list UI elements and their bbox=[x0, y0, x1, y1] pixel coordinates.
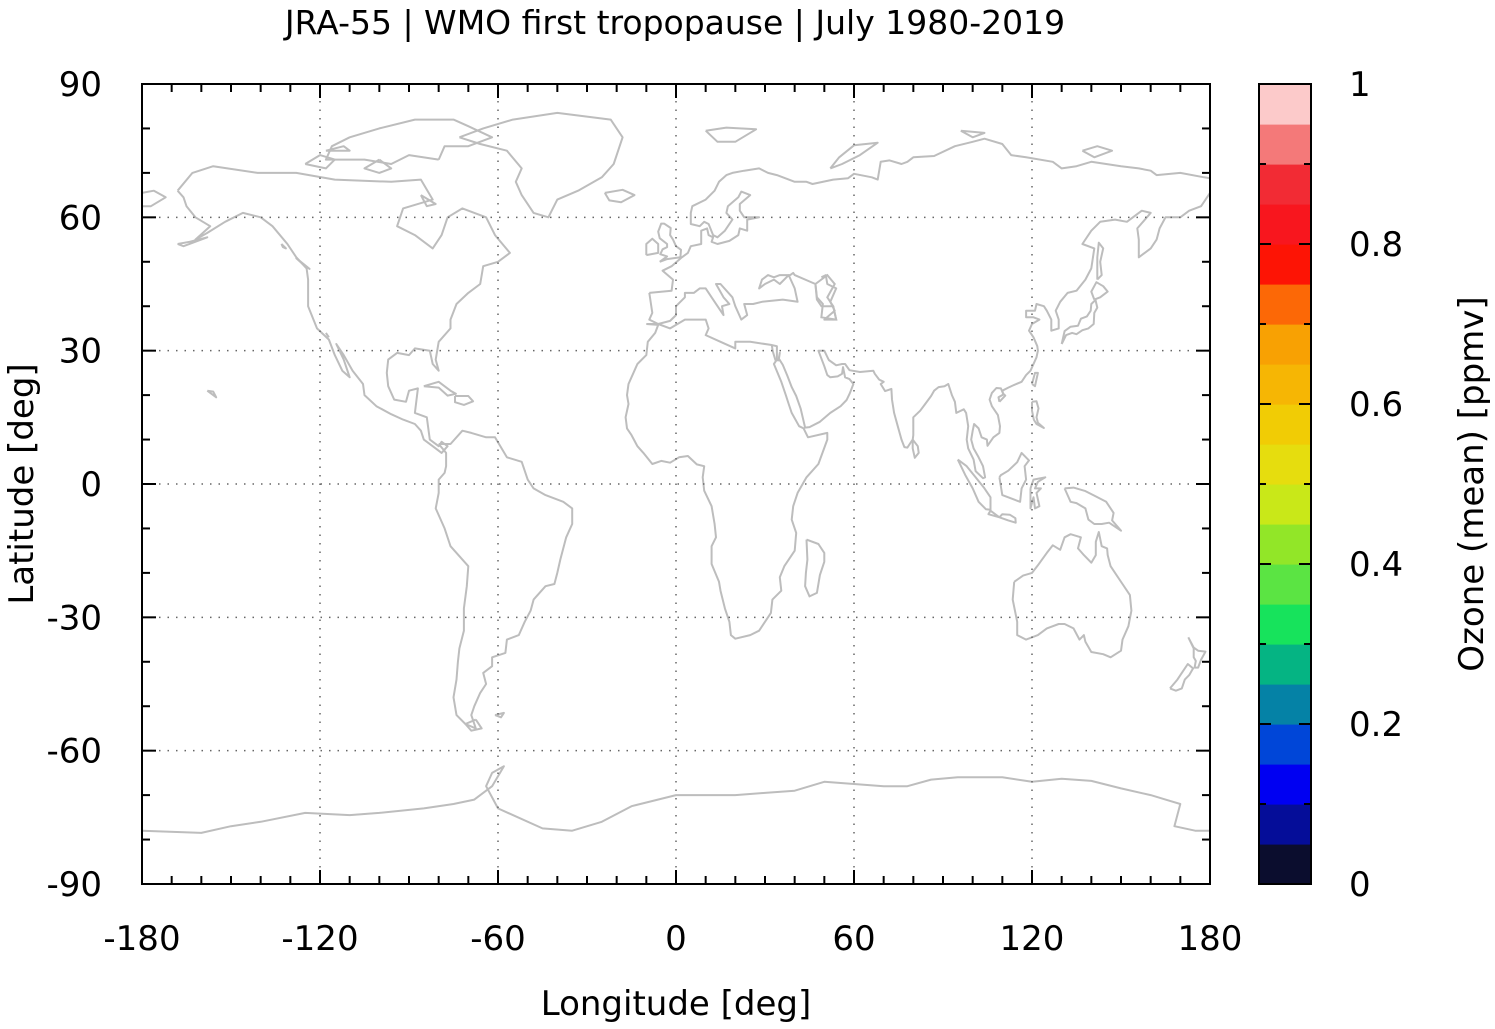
colorbar-tick-label: 0.2 bbox=[1349, 705, 1403, 745]
coastline-segment bbox=[434, 429, 574, 730]
x-tick-label: -180 bbox=[103, 919, 180, 959]
x-tick-label: -120 bbox=[281, 919, 358, 959]
colorbar-tick-label: 0.6 bbox=[1349, 385, 1403, 425]
coastline-segment bbox=[829, 141, 879, 170]
coastline-segment bbox=[911, 438, 920, 459]
colorbar-swatch bbox=[1259, 124, 1311, 165]
colorbar-ticks bbox=[1259, 83, 1311, 885]
coastline-segment bbox=[649, 137, 1211, 294]
colorbar-swatch bbox=[1259, 444, 1311, 485]
coastline-segment bbox=[363, 158, 393, 174]
coastline-segment bbox=[1031, 400, 1045, 429]
x-tick-label: 120 bbox=[1000, 919, 1065, 959]
coastline-segment bbox=[645, 237, 660, 257]
coastline-segment bbox=[624, 318, 829, 640]
coastline-segment bbox=[1063, 486, 1122, 532]
coastline-segment bbox=[1011, 531, 1133, 659]
grid-lines bbox=[142, 84, 1210, 884]
coastline-segment bbox=[141, 765, 1210, 834]
colorbar-swatch bbox=[1259, 484, 1311, 525]
coastline-segment bbox=[657, 222, 682, 263]
y-tick-label: 60 bbox=[59, 198, 102, 238]
colorbar-swatch bbox=[1259, 724, 1311, 765]
coastline-segment bbox=[459, 111, 624, 219]
coastline-segment bbox=[1187, 636, 1207, 669]
coastline-segment bbox=[325, 145, 351, 152]
coastline-segment bbox=[770, 192, 1211, 480]
coastline-segment bbox=[304, 154, 336, 170]
coastline-segment bbox=[705, 126, 758, 143]
y-tick-label: -60 bbox=[46, 732, 102, 772]
coastline-segment bbox=[280, 243, 287, 250]
y-tick-label: -30 bbox=[46, 598, 102, 638]
coastline-segment bbox=[1029, 476, 1047, 510]
y-axis-label: Latitude [deg] bbox=[2, 363, 42, 604]
colorbar-swatch bbox=[1259, 324, 1311, 365]
coastline-segment bbox=[206, 389, 218, 399]
colorbar-swatch bbox=[1259, 684, 1311, 725]
y-tick-label: 90 bbox=[59, 65, 102, 105]
coastline-segment bbox=[1060, 299, 1099, 345]
coastline-segment bbox=[1081, 145, 1114, 159]
y-tick-label: 0 bbox=[80, 465, 102, 505]
colorbar-swatch bbox=[1259, 164, 1311, 205]
coastline-segment bbox=[325, 332, 330, 338]
colorbar-swatch bbox=[1259, 244, 1311, 285]
axis-ticks bbox=[141, 83, 1211, 885]
colorbar-swatch bbox=[1259, 764, 1311, 805]
colorbar-swatch bbox=[1259, 204, 1311, 245]
y-axis-tick-labels: 90 60 30 0 -30 -60 -90 bbox=[46, 65, 102, 905]
colorbar-tick-labels: 0 0.2 0.4 0.6 0.8 1 bbox=[1349, 65, 1403, 905]
coastline-segment bbox=[324, 118, 494, 165]
coastline-segment bbox=[998, 451, 1030, 503]
coastline-segment bbox=[648, 271, 838, 325]
x-axis-label: Longitude [deg] bbox=[541, 984, 812, 1024]
colorbar-swatch bbox=[1259, 404, 1311, 445]
colorbar-tick-label: 0 bbox=[1349, 865, 1371, 905]
coastline-segment bbox=[804, 538, 826, 598]
y-tick-label: -90 bbox=[46, 865, 102, 905]
colorbar-swatch bbox=[1259, 604, 1311, 645]
coastline-segment bbox=[420, 194, 437, 208]
coastline-segment bbox=[603, 188, 636, 204]
coastline-segment bbox=[1096, 241, 1105, 281]
x-tick-label: 180 bbox=[1178, 919, 1243, 959]
caspian-sea-outline bbox=[814, 273, 838, 321]
colorbar-swatch bbox=[1259, 804, 1311, 845]
coastline-segment bbox=[141, 189, 167, 208]
chart-title: JRA-55 | WMO first tropopause | July 198… bbox=[283, 3, 1065, 42]
colorbar-label: Ozone (mean) [ppmv] bbox=[1452, 296, 1492, 671]
coastline-segment bbox=[494, 711, 505, 719]
colorbar-swatch bbox=[1259, 524, 1311, 565]
coastline-segment bbox=[177, 236, 209, 248]
world-map-coastlines bbox=[141, 111, 1211, 834]
colorbar-tick-label: 0.4 bbox=[1349, 545, 1403, 585]
colorbar-swatch bbox=[1259, 364, 1311, 405]
coastline-segment bbox=[454, 395, 475, 406]
coastline-segment bbox=[464, 718, 483, 732]
colorbar-tick-label: 0.8 bbox=[1349, 225, 1403, 265]
x-tick-label: -60 bbox=[470, 919, 526, 959]
coastline-segment bbox=[960, 129, 986, 139]
colorbar-swatch bbox=[1259, 284, 1311, 325]
coastline-segment bbox=[987, 509, 1017, 524]
coastline-segment bbox=[295, 257, 311, 270]
x-tick-label: 60 bbox=[832, 919, 875, 959]
coastline-segment bbox=[423, 380, 457, 397]
coastline-segment bbox=[1031, 371, 1039, 388]
colorbar bbox=[1259, 84, 1311, 885]
colorbar-swatch bbox=[1259, 84, 1311, 125]
coastline-segment bbox=[997, 393, 1007, 403]
colorbar-swatch bbox=[1259, 644, 1311, 685]
coastline-segment bbox=[176, 165, 511, 454]
colorbar-swatch bbox=[1259, 844, 1311, 885]
coastline-segment bbox=[1090, 281, 1109, 301]
colorbar-tick-label: 1 bbox=[1349, 65, 1371, 105]
y-tick-label: 30 bbox=[59, 332, 102, 372]
x-axis-tick-labels: -180 -120 -60 0 60 120 180 bbox=[103, 919, 1242, 959]
colorbar-swatch bbox=[1259, 564, 1311, 605]
x-tick-label: 0 bbox=[665, 919, 687, 959]
coastline-segment bbox=[1169, 663, 1195, 692]
